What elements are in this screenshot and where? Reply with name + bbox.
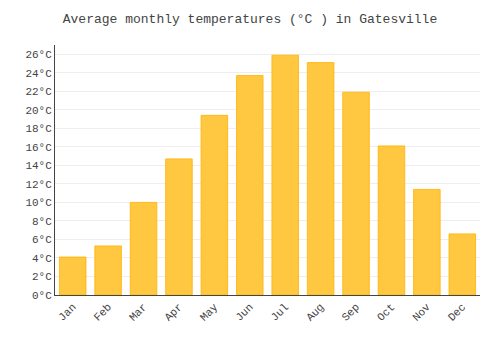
svg-text:18°C: 18°C (25, 123, 52, 135)
svg-text:Feb: Feb (92, 301, 114, 323)
svg-text:4°C: 4°C (32, 253, 52, 265)
svg-text:24°C: 24°C (25, 68, 52, 80)
svg-text:Jun: Jun (233, 301, 255, 323)
svg-text:0°C: 0°C (32, 290, 52, 302)
svg-text:20°C: 20°C (25, 105, 52, 117)
svg-text:Apr: Apr (162, 301, 184, 323)
svg-text:2°C: 2°C (32, 271, 52, 283)
svg-text:Mar: Mar (127, 301, 149, 323)
svg-text:8°C: 8°C (32, 216, 52, 228)
svg-text:Jul: Jul (269, 301, 291, 323)
svg-text:May: May (198, 301, 221, 324)
svg-text:22°C: 22°C (25, 86, 52, 98)
svg-text:Average monthly temperatures (: Average monthly temperatures (°C ) in Ga… (63, 12, 437, 27)
svg-text:26°C: 26°C (25, 49, 52, 61)
svg-text:Jan: Jan (56, 301, 78, 323)
svg-text:Oct: Oct (375, 301, 397, 323)
svg-text:14°C: 14°C (25, 160, 52, 172)
svg-text:12°C: 12°C (25, 179, 52, 191)
svg-text:6°C: 6°C (32, 234, 52, 246)
svg-text:Aug: Aug (304, 301, 326, 323)
svg-text:Sep: Sep (340, 301, 362, 323)
svg-text:Nov: Nov (410, 301, 433, 324)
svg-text:Dec: Dec (446, 301, 468, 323)
svg-text:16°C: 16°C (25, 142, 52, 154)
svg-text:10°C: 10°C (25, 197, 52, 209)
